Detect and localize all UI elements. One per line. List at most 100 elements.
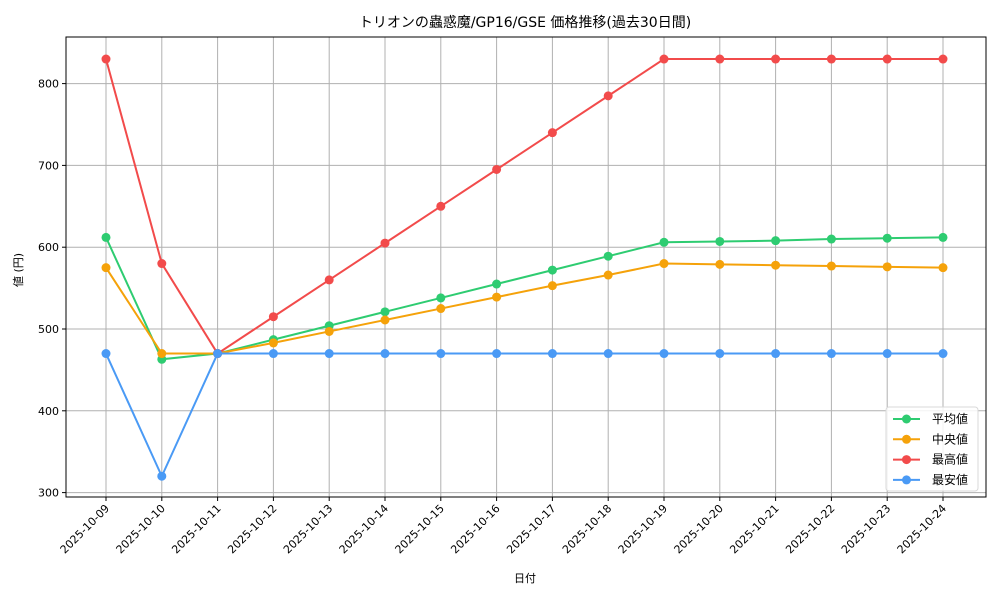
data-point: [826, 261, 836, 271]
data-point: [715, 259, 725, 269]
data-point: [157, 259, 167, 269]
data-point: [380, 315, 390, 325]
x-axis-label: 日付: [514, 572, 536, 585]
y-tick-label: 700: [38, 159, 59, 172]
data-point: [603, 349, 613, 359]
legend-marker-icon: [902, 414, 911, 424]
data-point: [882, 233, 892, 243]
data-point: [157, 349, 167, 359]
series-line: [101, 232, 948, 364]
legend-box: [885, 406, 979, 492]
data-point: [771, 54, 781, 64]
data-point: [324, 326, 334, 336]
data-point: [826, 349, 836, 359]
series-path: [105, 236, 944, 361]
series-group: [101, 54, 948, 481]
x-tick-label: 2025-10-24: [895, 502, 949, 556]
y-tick-label: 500: [38, 323, 59, 336]
y-tick-label: 300: [38, 487, 59, 500]
data-point: [101, 263, 111, 273]
legend-marker-icon: [902, 475, 911, 485]
x-tick-label: 2025-10-17: [504, 502, 558, 556]
data-point: [882, 54, 892, 64]
chart-title: トリオンの蟲惑魔/GP16/GSE 価格推移(過去30日間): [359, 15, 691, 31]
data-point: [659, 349, 669, 359]
data-point: [492, 279, 502, 289]
data-point: [938, 232, 948, 242]
data-point: [436, 293, 446, 303]
data-point: [659, 237, 669, 247]
y-tick-label: 800: [38, 78, 59, 91]
x-axis-ticks: 2025-10-09 2025-10-10 2025-10-11 2025-10-12…: [58, 497, 949, 556]
series-path: [105, 352, 943, 479]
data-point: [380, 238, 390, 248]
data-point: [268, 338, 278, 348]
series-line: [101, 259, 948, 359]
data-point: [938, 349, 948, 359]
x-tick-label: 2025-10-20: [672, 502, 726, 556]
data-point: [547, 349, 557, 359]
data-point: [492, 349, 502, 359]
y-tick-label: 400: [38, 405, 59, 418]
x-tick-label: 2025-10-19: [616, 502, 670, 556]
data-point: [213, 349, 223, 359]
x-tick-label: 2025-10-15: [393, 502, 447, 556]
x-tick-label: 2025-10-22: [783, 502, 837, 556]
y-axis-label: 値 (円): [12, 253, 25, 287]
series-path: [105, 262, 944, 355]
legend-marker-icon: [902, 455, 911, 465]
data-point: [938, 54, 948, 64]
data-point: [268, 312, 278, 322]
data-point: [603, 270, 613, 280]
legend-label: 最安値: [932, 472, 968, 487]
x-tick-label: 2025-10-09: [58, 502, 112, 556]
data-point: [603, 251, 613, 261]
data-point: [882, 349, 892, 359]
data-point: [436, 304, 446, 314]
data-point: [380, 349, 390, 359]
legend-marker-icon: [902, 434, 911, 444]
x-tick-label: 2025-10-18: [560, 502, 614, 556]
data-point: [938, 263, 948, 273]
data-point: [101, 232, 111, 242]
data-point: [715, 349, 725, 359]
data-point: [157, 471, 167, 481]
data-point: [380, 307, 390, 317]
legend-label: 最高値: [932, 452, 968, 467]
data-point: [436, 201, 446, 211]
data-point: [715, 54, 725, 64]
data-point: [826, 234, 836, 244]
data-point: [882, 262, 892, 272]
x-tick-label: 2025-10-14: [337, 502, 391, 556]
data-point: [492, 292, 502, 302]
series-path: [105, 58, 943, 355]
data-point: [715, 236, 725, 246]
data-point: [324, 275, 334, 285]
data-point: [659, 54, 669, 64]
data-point: [771, 349, 781, 359]
x-tick-label: 2025-10-21: [727, 502, 781, 556]
series-line: [101, 349, 948, 481]
series-line: [101, 54, 948, 359]
data-point: [492, 164, 502, 174]
data-point: [547, 128, 557, 138]
x-tick-label: 2025-10-10: [114, 502, 168, 556]
data-point: [101, 349, 111, 359]
data-point: [268, 349, 278, 359]
x-tick-label: 2025-10-16: [448, 502, 502, 556]
data-point: [547, 281, 557, 291]
x-tick-label: 2025-10-12: [225, 502, 279, 556]
x-tick-label: 2025-10-11: [169, 502, 223, 556]
x-tick-label: 2025-10-23: [839, 502, 893, 556]
data-point: [603, 91, 613, 101]
data-point: [771, 236, 781, 246]
legend-label: 中央値: [932, 431, 968, 446]
plot-frame: [65, 36, 987, 498]
legend-label: 平均値: [932, 411, 968, 426]
data-point: [771, 260, 781, 270]
y-axis-ticks: 300 400 500 600 700 800: [38, 78, 66, 500]
x-tick-label: 2025-10-13: [281, 502, 335, 556]
data-point: [436, 349, 446, 359]
